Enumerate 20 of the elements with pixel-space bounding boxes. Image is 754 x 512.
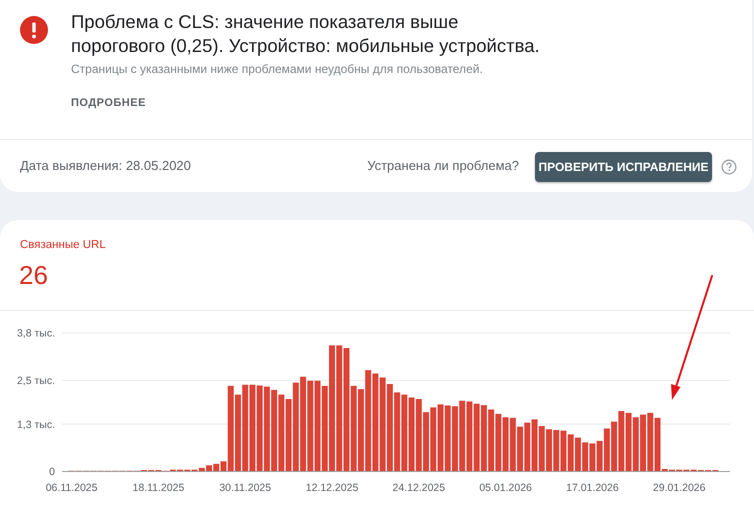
text: 26 [19, 260, 48, 291]
text: ПОДРОБНЕЕ [71, 97, 146, 109]
chart-title: Проблема с CLS: значение показателя выше порогового (0,25). Устройство: мобильные устройства. [71, 10, 541, 58]
y-tick-label: 0 [49, 466, 56, 478]
x-tick-label: 06.11.2025 [46, 482, 98, 494]
text: Связанные URL [20, 239, 106, 251]
x-tick-label: 30.11.2025 [219, 482, 272, 494]
x-tick-label: 12.12.2025 [306, 482, 358, 494]
x-tick-label: 29.01.2026 [652, 482, 706, 494]
x-tick-label: 18.11.2025 [132, 482, 184, 494]
x-tick-label: 05.01.2026 [479, 482, 532, 494]
x-tick-label: 24.12.2025 [392, 482, 446, 494]
chart-subtitle: Страницы с указанными ниже проблемами неудобны для пользователей. [71, 62, 483, 76]
text: Дата выявления: 28.05.2020 [20, 158, 191, 173]
x-tick-label: 17.01.2026 [566, 482, 619, 494]
y-tick-label: 2,5 тыс. [16, 375, 55, 388]
y-tick-label: 1,3 тыс. [16, 418, 55, 431]
text: Устранена ли проблема? [367, 158, 519, 173]
button: ПРОВЕРИТЬ ИСПРАВЛЕНИЕ [535, 152, 712, 182]
y-tick-label: 3,8 тыс. [16, 328, 55, 340]
